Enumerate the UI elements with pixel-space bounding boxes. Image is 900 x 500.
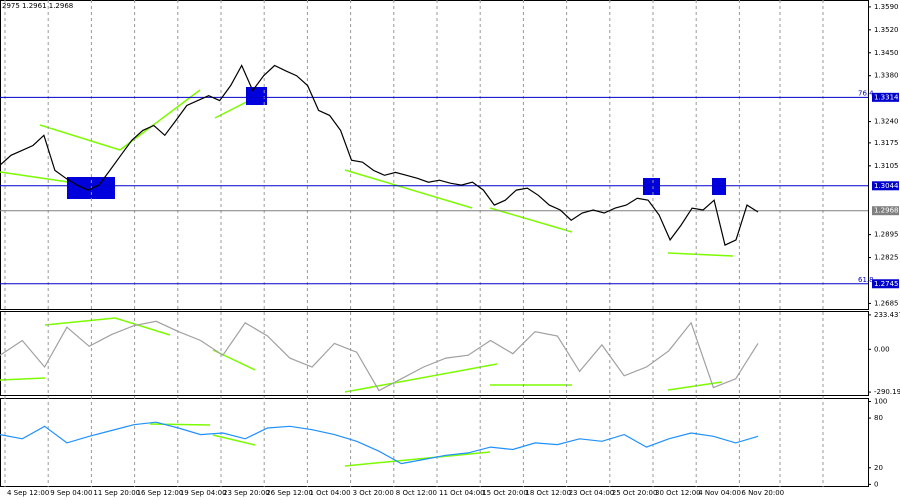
trend-line <box>344 363 498 393</box>
x-tick-label: 18 Oct 12:00 <box>525 489 571 497</box>
x-tick-label: 8 Oct 12:00 <box>396 489 437 497</box>
x-tick-label: 9 Sep 04:00 <box>50 489 92 497</box>
trend-line <box>0 377 46 381</box>
fib-label: 76.4 <box>858 89 874 97</box>
header-text: 2975 1.2961 1.2968 <box>2 2 73 10</box>
y-tick-label: 1.2825 <box>874 254 899 262</box>
x-tick-label: 1 Oct 04:00 <box>309 489 350 497</box>
frames <box>0 0 869 487</box>
y-tick-label: 1.3450 <box>874 49 899 57</box>
y-tick-label: 0 <box>874 480 878 488</box>
y-tick-label: 1.3175 <box>874 139 899 147</box>
y-tick-label: 1.3520 <box>874 26 899 34</box>
x-tick-label: 23 Oct 04:00 <box>569 489 615 497</box>
trend-line <box>212 434 256 446</box>
x-tick-label: 19 Sep 04:00 <box>180 489 227 497</box>
x-tick-label: 23 Sep 20:00 <box>223 489 270 497</box>
y-tick-label: 80 <box>874 414 883 422</box>
y-tick-label: 1.3590 <box>874 3 899 11</box>
x-tick-label: 3 Oct 20:00 <box>353 489 394 497</box>
y-tick-label: 1.3240 <box>874 118 899 126</box>
y-tick-label: 1.2685 <box>874 299 899 307</box>
trend-line <box>489 207 573 233</box>
trend-line <box>149 423 211 426</box>
x-tick-label: 4 Sep 12:00 <box>7 489 49 497</box>
y-tick-label: 100 <box>874 397 887 405</box>
trend-line <box>44 317 116 326</box>
trend-line <box>667 381 723 391</box>
level-label: 1.2968 <box>874 207 899 215</box>
level-tag <box>872 181 899 191</box>
trend-line <box>344 451 491 467</box>
y-tick-label: 233.4378 <box>874 311 900 319</box>
x-tick-label: 15 Oct 20:00 <box>482 489 528 497</box>
series-line <box>0 421 759 465</box>
rsi-frame <box>0 398 869 487</box>
series-line <box>0 64 759 246</box>
level-label: 1.3044 <box>874 182 899 190</box>
level-tag <box>872 279 899 289</box>
x-tick-label: 16 Sep 12:00 <box>137 489 184 497</box>
level-tag <box>872 206 899 216</box>
trend-line <box>0 171 76 184</box>
x-tick-label: 4 Nov 04:00 <box>698 489 741 497</box>
cci-frame <box>0 311 869 396</box>
trend-line <box>344 169 473 209</box>
level-tag <box>872 92 899 102</box>
x-tick-label: 25 Oct 20:00 <box>612 489 658 497</box>
trend-line <box>114 317 171 336</box>
y-tick-label: 0.00 <box>874 345 890 353</box>
zone-box <box>246 87 267 105</box>
y-tick-label: 1.3380 <box>874 72 899 80</box>
level-label: 1.3314 <box>874 93 899 101</box>
price-frame <box>0 0 869 310</box>
x-tick-label: 11 Sep 20:00 <box>93 489 140 497</box>
trend-line <box>39 124 121 151</box>
zone-box <box>643 178 660 195</box>
trend-line <box>119 89 201 151</box>
level-label: 1.2745 <box>874 280 899 288</box>
x-tick-label: 11 Oct 04:00 <box>439 489 485 497</box>
x-tick-label: 30 Oct 12:00 <box>655 489 701 497</box>
fib-label: 61.8 <box>858 276 874 284</box>
series-line <box>0 320 759 392</box>
x-tick-label: 6 Nov 20:00 <box>741 489 784 497</box>
y-tick-label: -290.198 <box>874 388 900 396</box>
x-tick-label: 26 Sep 12:00 <box>266 489 313 497</box>
trend-lines <box>0 89 734 467</box>
zone-box <box>712 178 726 195</box>
y-tick-label: 1.3105 <box>874 162 899 170</box>
y-tick-label: 1.2895 <box>874 231 899 239</box>
y-tick-label: 20 <box>874 464 883 472</box>
trend-line <box>667 252 734 257</box>
